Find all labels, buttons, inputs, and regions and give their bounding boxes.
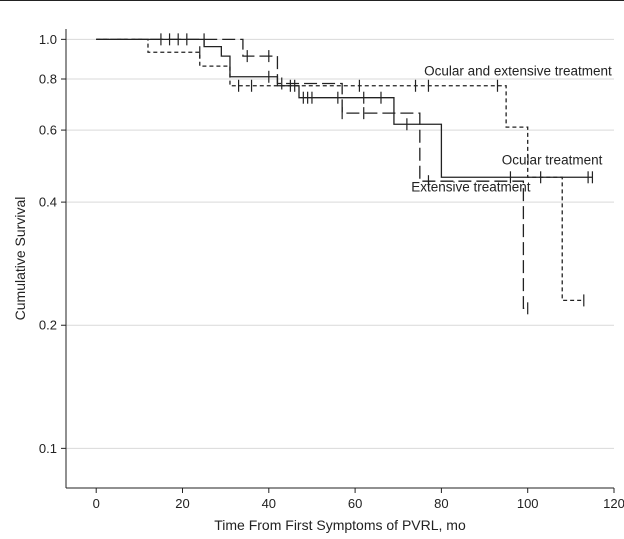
y-tick-label: 0.8 bbox=[39, 71, 57, 86]
series-annotation: Ocular and extensive treatment bbox=[424, 64, 612, 79]
y-tick-label: 0.1 bbox=[39, 441, 57, 456]
annotations: Ocular and extensive treatment Ocular tre… bbox=[411, 64, 612, 195]
series-annotation: Extensive treatment bbox=[411, 179, 531, 194]
x-axis-title: Time From First Symptoms of PVRL, mo bbox=[214, 517, 466, 533]
grid-lines bbox=[66, 38, 614, 449]
x-tick-label: 0 bbox=[93, 496, 100, 511]
x-tick-label: 40 bbox=[262, 496, 276, 511]
series-line-extensive-treatment bbox=[96, 38, 528, 309]
axes: 0.1 0.2 0.4 0.6 0.8 1.0 0 20 40 60 80 100 120 bbox=[39, 29, 624, 511]
series-annotation: Ocular treatment bbox=[502, 152, 603, 167]
top-rule bbox=[0, 0, 624, 1]
x-tick-label: 120 bbox=[603, 496, 624, 511]
y-tick-label: 0.4 bbox=[39, 195, 57, 210]
y-tick-label: 0.2 bbox=[39, 318, 57, 333]
x-tick-label: 60 bbox=[348, 496, 362, 511]
x-tick-label: 20 bbox=[175, 496, 189, 511]
x-tick-label: 100 bbox=[517, 496, 539, 511]
y-axis-title: Cumulative Survival bbox=[12, 197, 28, 321]
x-tick-label: 80 bbox=[434, 496, 448, 511]
y-tick-label: 1.0 bbox=[39, 32, 57, 47]
series-lines bbox=[96, 33, 594, 315]
y-tick-label: 0.6 bbox=[39, 123, 57, 138]
series-line-ocular-and-extensive-treatment bbox=[96, 38, 584, 302]
